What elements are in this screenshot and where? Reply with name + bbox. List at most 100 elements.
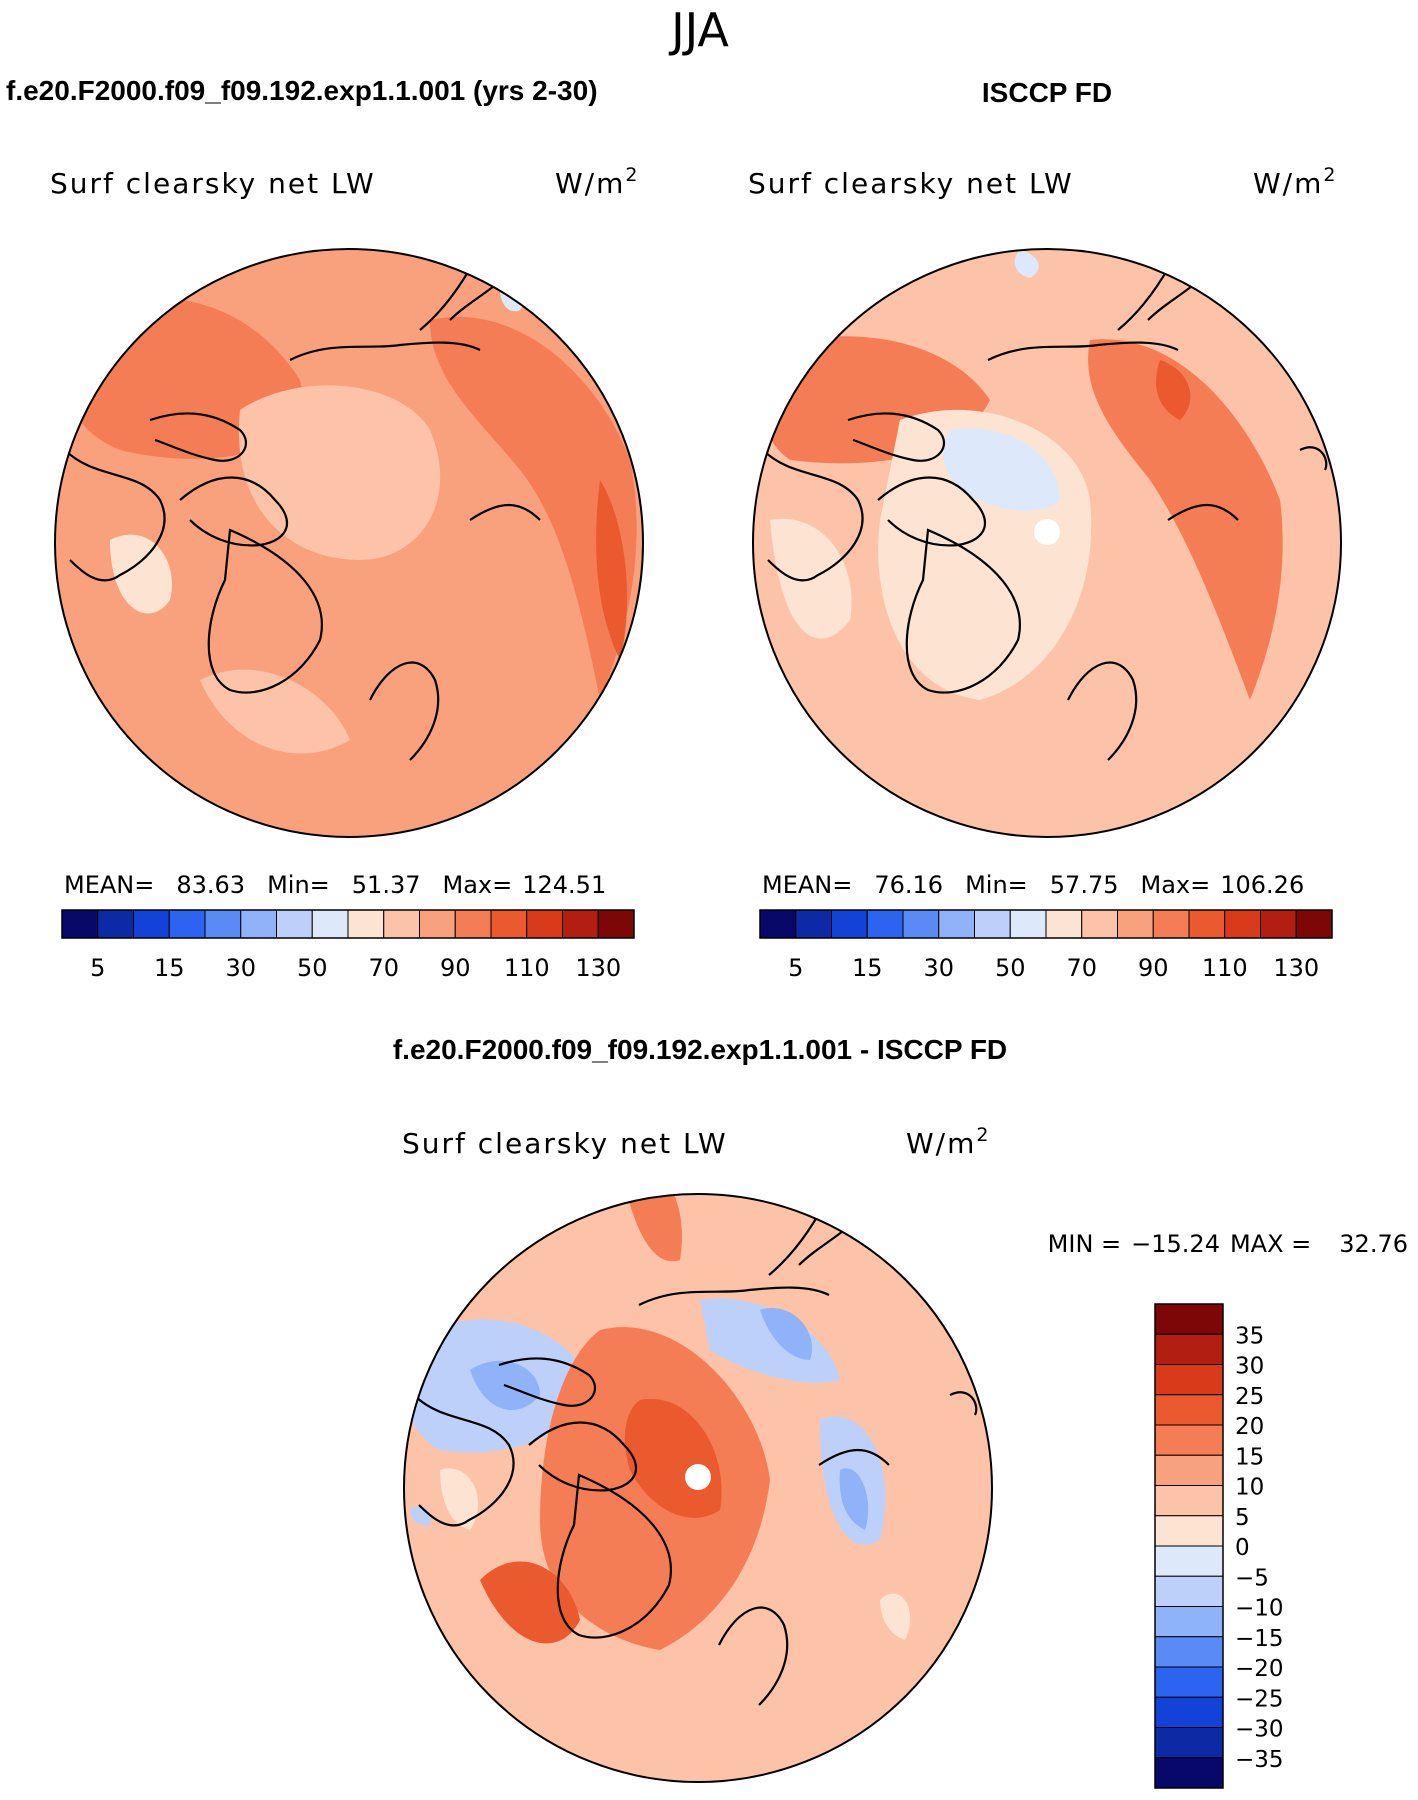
panel-a-title: f.e20.F2000.f09_f09.192.exp1.1.001 (yrs … (6, 75, 598, 106)
panel-a-colorbar-swatch (347, 909, 385, 939)
diff-colorbar-swatch (1154, 1757, 1224, 1789)
panel-a-colorbar-swatch (133, 909, 170, 939)
diff-colorbar: 35 30 25 20 15 10 5 0 −5 −10 −15 −20 −25 −30 −35 (1154, 1303, 1284, 1789)
diff-colorbar-swatch (1154, 1666, 1224, 1698)
panel-b-map (752, 248, 1342, 838)
panel-a-colorbar-swatch (311, 909, 349, 939)
panel-b-colorbar: 5 15 30 50 70 90 110 130 (759, 909, 1333, 982)
diff-colorbar-swatch (1154, 1696, 1224, 1728)
panel-b-colorbar-swatch (1224, 909, 1261, 939)
diff-colorbar-swatch (1154, 1485, 1224, 1517)
panel-b-pole-missing (1034, 519, 1060, 545)
diff-colorbar-tick-label: −10 (1235, 1596, 1284, 1622)
panel-b-colorbar-swatch (795, 909, 832, 939)
panel-b-title: ISCCP FD (982, 77, 1112, 108)
panel-a-map (54, 248, 644, 838)
panel-a-colorbar-tick-label: 110 (504, 954, 550, 982)
panel-a-colorbar-swatch (383, 909, 420, 939)
panel-a-colorbar-swatch (97, 909, 134, 939)
panel-a-colorbar-swatch (168, 909, 206, 939)
diff-colorbar-tick-label: 5 (1235, 1505, 1250, 1531)
diff-colorbar-swatch (1154, 1394, 1224, 1426)
panel-a-colorbar-frame (61, 909, 635, 939)
diff-colorbar-swatch (1154, 1303, 1224, 1335)
diff-colorbar-frame (1154, 1303, 1224, 1789)
diff-colorbar-tick-label: −20 (1235, 1656, 1284, 1682)
diff-minmax: MIN = −15.24 MAX = 32.76 (1048, 1230, 1408, 1258)
diff-colorbar-swatch (1154, 1424, 1224, 1456)
panel-b-units: W/m2 (1253, 164, 1338, 200)
panel-b-fields (756, 250, 1283, 700)
panel-a-colorbar-tick-label: 50 (297, 954, 328, 982)
diff-colorbar-swatch (1154, 1606, 1224, 1638)
panel-a-coastlines (64, 249, 541, 761)
diff-pole-missing (685, 1464, 711, 1490)
panel-b-colorbar-tick-label: 50 (995, 954, 1026, 982)
panel-b-stats: MEAN= 76.16 Min= 57.75 Max= 106.26 (762, 871, 1304, 899)
diff-colorbar-swatch (1154, 1454, 1224, 1486)
panel-b-colorbar-swatch (974, 909, 1011, 939)
panel-b-colorbar-tick-label: 70 (1066, 954, 1097, 982)
panel-a-colorbar-tick-label: 130 (575, 954, 621, 982)
panel-b-colorbar-swatch (866, 909, 904, 939)
panel-b-colorbar-swatch (1152, 909, 1190, 939)
diff-title: f.e20.F2000.f09_f09.192.exp1.1.001 - ISC… (393, 1034, 1007, 1065)
panel-b-colorbar-swatch (1081, 909, 1118, 939)
panel-a-map-border (54, 248, 644, 838)
diff-colorbar-swatch (1154, 1364, 1224, 1396)
diff-colorbar-tick-label: −5 (1235, 1565, 1269, 1591)
diff-colorbar-tick-label: 30 (1235, 1354, 1264, 1380)
panel-a-colorbar-swatch (204, 909, 242, 939)
diff-colorbar-tick-label: −25 (1235, 1686, 1284, 1712)
diff-colorbar-tick-label: 35 (1235, 1323, 1264, 1349)
panel-b-colorbar-swatch (902, 909, 940, 939)
panel-b-colorbar-tick-label: 5 (788, 954, 803, 982)
diff-coastlines (413, 1194, 978, 1706)
panel-b-colorbar-tick-label: 90 (1138, 954, 1169, 982)
panel-b-colorbar-swatch (759, 909, 797, 939)
panel-a-colorbar-swatch (61, 909, 99, 939)
panel-a-colorbar-tick-label: 5 (90, 954, 105, 982)
panel-a-colorbar-tick-label: 15 (154, 954, 185, 982)
panel-b-colorbar-swatch (1045, 909, 1083, 939)
panel-a-variable: Surf clearsky net LW (50, 167, 376, 200)
panel-a-colorbar-tick-label: 30 (225, 954, 256, 982)
diff-colorbar-swatch (1154, 1575, 1224, 1607)
panel-b-colorbar-swatch (831, 909, 868, 939)
panel-b-map-border (752, 248, 1342, 838)
diff-colorbar-tick-label: 0 (1235, 1535, 1250, 1561)
diff-colorbar-tick-label: 25 (1235, 1384, 1264, 1410)
diff-colorbar-tick-label: −30 (1235, 1717, 1284, 1743)
diff-colorbar-tick-label: 15 (1235, 1444, 1264, 1470)
panel-b-colorbar-swatch (1009, 909, 1047, 939)
diff-colorbar-swatch (1154, 1545, 1224, 1577)
diff-colorbar-tick-label: 10 (1235, 1475, 1264, 1501)
panel-b-colorbar-swatch (1260, 909, 1297, 939)
diff-colorbar-tick-label: −15 (1235, 1626, 1284, 1652)
panel-b-colorbar-swatch (938, 909, 975, 939)
diff-units: W/m2 (906, 1124, 991, 1160)
diff-colorbar-swatch (1154, 1636, 1224, 1668)
panel-b-colorbar-tick-label: 130 (1273, 954, 1319, 982)
panel-b-colorbar-frame (759, 909, 1333, 939)
panel-b-colorbar-tick-label: 15 (852, 954, 883, 982)
panel-a-colorbar-swatch (240, 909, 277, 939)
diff-colorbar-tick-label: 20 (1235, 1414, 1264, 1440)
diff-colorbar-swatch (1154, 1333, 1224, 1365)
panel-a-colorbar-swatch (562, 909, 599, 939)
panel-b-variable: Surf clearsky net LW (748, 167, 1074, 200)
diff-map (403, 1193, 993, 1783)
panel-b-colorbar-swatch (1295, 909, 1333, 939)
panel-a-colorbar-swatch (419, 909, 456, 939)
panel-a-colorbar-swatch (490, 909, 528, 939)
panel-a-colorbar-swatch (597, 909, 635, 939)
panel-a-colorbar-swatch (526, 909, 563, 939)
panel-a-units: W/m2 (555, 164, 640, 200)
panel-a-colorbar-swatch (454, 909, 492, 939)
diff-colorbar-swatch (1154, 1515, 1224, 1547)
season-title: JJA (668, 3, 729, 57)
panel-b-colorbar-swatch (1117, 909, 1154, 939)
diff-colorbar-tick-label: −35 (1235, 1747, 1284, 1773)
panel-a-colorbar-tick-label: 70 (368, 954, 399, 982)
